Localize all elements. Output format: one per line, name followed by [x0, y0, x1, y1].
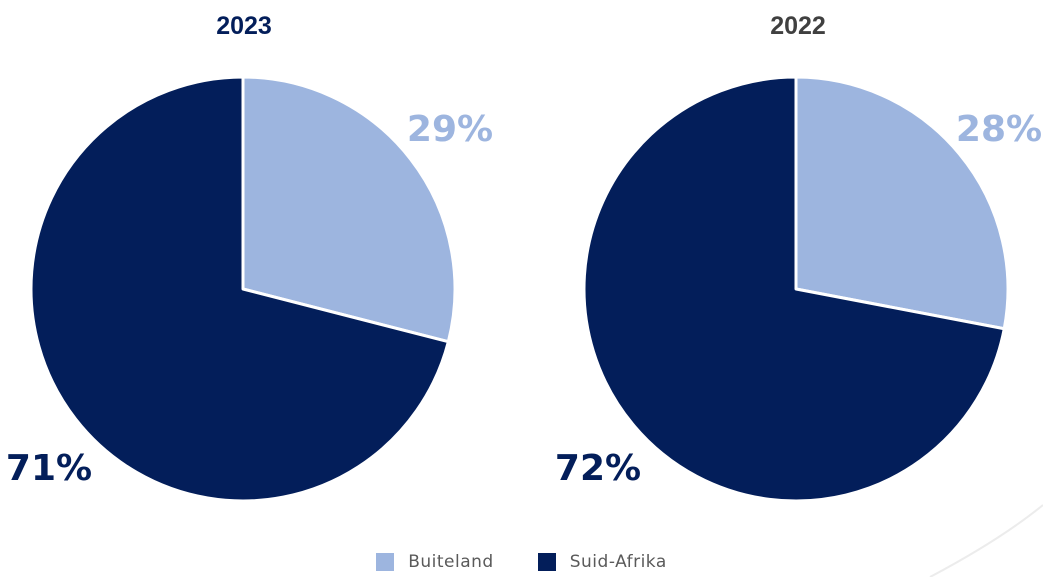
legend-label-buiteland: Buiteland: [408, 552, 494, 572]
legend-swatch-suid-afrika: [537, 553, 556, 571]
legend-item-suid-afrika: Suid-Afrika: [537, 552, 667, 572]
pie-slice-2023-suid-afrika: [29, 75, 450, 503]
legend: Buiteland Suid-Afrika: [0, 552, 1043, 572]
legend-label-suid-afrika: Suid-Afrika: [569, 552, 667, 572]
slice-label-2022-buiteland: 28%: [956, 109, 1042, 150]
slices-2022: [582, 75, 1010, 503]
pie-chart-2023: 2023 29% 71%: [6, 12, 493, 503]
slice-label-2023-suid-afrika: 71%: [6, 448, 92, 489]
chart-title-2023: 2023: [216, 12, 272, 40]
slices-2023: [29, 75, 457, 503]
pie-slice-2022-suid-afrika: [582, 75, 1006, 503]
pie-chart-2022: 2022 28% 72%: [555, 12, 1042, 503]
slice-label-2022-suid-afrika: 72%: [555, 448, 641, 489]
pie-slice-2022-buiteland: [794, 75, 1010, 331]
pie-slice-2023-buiteland: [241, 75, 457, 344]
chart-title-2022: 2022: [770, 12, 826, 40]
slice-label-2023-buiteland: 29%: [407, 109, 493, 150]
decorative-arc: [929, 504, 1043, 577]
legend-swatch-buiteland: [376, 553, 395, 571]
legend-item-buiteland: Buiteland: [376, 552, 494, 572]
